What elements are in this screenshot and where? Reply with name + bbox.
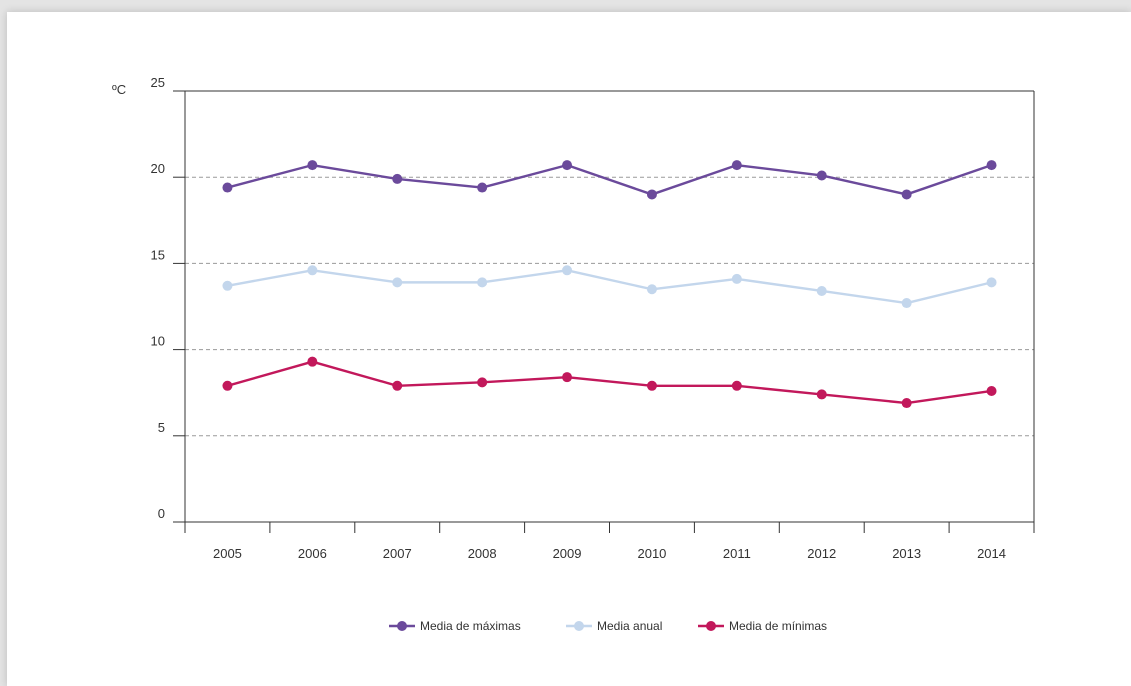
data-point xyxy=(901,398,912,409)
legend-label: Media anual xyxy=(597,619,662,633)
series-1 xyxy=(222,160,997,200)
data-point xyxy=(477,277,488,288)
data-point xyxy=(901,189,912,200)
data-point xyxy=(222,280,233,291)
legend-marker xyxy=(706,621,716,631)
legend-item: Media de mínimas xyxy=(698,619,827,633)
series-line xyxy=(227,269,992,305)
y-axis-unit-label: ºC xyxy=(112,82,126,97)
data-point xyxy=(986,385,997,396)
data-point xyxy=(646,380,657,391)
data-point xyxy=(307,265,318,276)
data-point xyxy=(986,160,997,171)
legend-item: Media anual xyxy=(566,619,662,633)
data-point xyxy=(562,372,573,383)
x-tick-label: 2006 xyxy=(298,546,327,561)
data-point xyxy=(222,380,233,391)
x-tick-label: 2014 xyxy=(977,546,1006,561)
data-point xyxy=(307,356,318,367)
data-point xyxy=(307,160,318,171)
data-point xyxy=(816,285,827,296)
data-point xyxy=(392,277,403,288)
series-line xyxy=(227,360,992,405)
y-tick-label: 0 xyxy=(158,506,165,521)
legend-label: Media de mínimas xyxy=(729,619,827,633)
data-point xyxy=(392,173,403,184)
x-tick-label: 2005 xyxy=(213,546,242,561)
legend-item: Media de máximas xyxy=(389,619,521,633)
y-tick-label: 25 xyxy=(151,75,165,90)
data-point xyxy=(562,265,573,276)
data-point xyxy=(816,170,827,181)
data-point xyxy=(222,182,233,193)
data-point xyxy=(477,377,488,388)
chart-card xyxy=(7,12,1131,686)
data-point xyxy=(901,298,912,309)
y-tick-label: 10 xyxy=(151,334,165,349)
data-point xyxy=(562,160,573,171)
x-tick-label: 2008 xyxy=(468,546,497,561)
series-3 xyxy=(222,356,997,409)
y-tick-label: 20 xyxy=(151,161,165,176)
data-point xyxy=(477,182,488,193)
y-tick-label: 5 xyxy=(158,420,165,435)
data-point xyxy=(986,277,997,288)
data-point xyxy=(646,189,657,200)
data-point xyxy=(731,380,742,391)
data-point xyxy=(392,380,403,391)
x-tick-label: 2009 xyxy=(553,546,582,561)
data-point xyxy=(731,160,742,171)
series-2 xyxy=(222,265,997,309)
data-point xyxy=(646,284,657,295)
x-tick-label: 2012 xyxy=(807,546,836,561)
y-tick-label: 15 xyxy=(151,247,165,262)
data-point xyxy=(731,273,742,284)
legend-marker xyxy=(397,621,407,631)
x-tick-label: 2011 xyxy=(723,546,751,561)
series-line xyxy=(227,163,992,196)
legend-label: Media de máximas xyxy=(420,619,521,633)
x-tick-label: 2010 xyxy=(637,546,666,561)
x-tick-label: 2013 xyxy=(892,546,921,561)
legend-marker xyxy=(574,621,584,631)
data-point xyxy=(816,389,827,400)
x-tick-label: 2007 xyxy=(383,546,412,561)
